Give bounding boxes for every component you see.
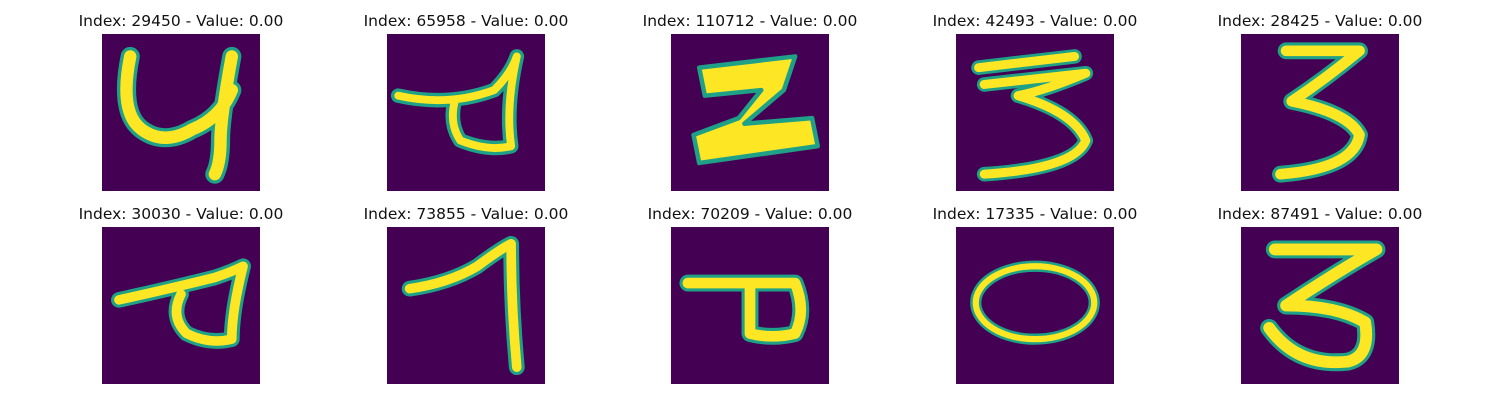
panel-title: Index: 17335 - Value: 0.00 [932,205,1138,223]
handwritten-digit-0-icon [956,227,1114,384]
digit-panel-10: Index: 87491 - Value: 0.00 [1175,205,1465,385]
panel-title: Index: 42493 - Value: 0.00 [932,12,1138,30]
handwritten-digit-2-icon [671,34,829,191]
handwritten-digit-4-icon [671,227,829,384]
digit-panel-3: Index: 110712 - Value: 0.00 [605,12,895,192]
panel-title: Index: 70209 - Value: 0.00 [647,205,853,223]
digit-panel-2: Index: 65958 - Value: 0.00 [321,12,611,192]
digit-panel-8: Index: 70209 - Value: 0.00 [605,205,895,385]
digit-panel-9: Index: 17335 - Value: 0.00 [890,205,1180,385]
handwritten-digit-1-icon [387,227,545,384]
digit-panel-1: Index: 29450 - Value: 0.00 [36,12,326,192]
panel-title: Index: 65958 - Value: 0.00 [363,12,569,30]
handwritten-digit-4-icon [102,227,260,384]
handwritten-digit-3-icon [1241,227,1399,384]
panel-title: Index: 30030 - Value: 0.00 [78,205,284,223]
handwritten-digit-4-icon [387,34,545,191]
handwritten-digit-4-icon [102,34,260,191]
handwritten-digit-3-icon [1241,34,1399,191]
panel-title: Index: 73855 - Value: 0.00 [363,205,569,223]
panel-title: Index: 28425 - Value: 0.00 [1217,12,1423,30]
digit-panel-5: Index: 28425 - Value: 0.00 [1175,12,1465,192]
panel-title: Index: 29450 - Value: 0.00 [78,12,284,30]
digit-panel-6: Index: 30030 - Value: 0.00 [36,205,326,385]
digit-panel-4: Index: 42493 - Value: 0.00 [890,12,1180,192]
handwritten-digit-3-icon [956,34,1114,191]
digit-panel-7: Index: 73855 - Value: 0.00 [321,205,611,385]
panel-title: Index: 110712 - Value: 0.00 [642,12,858,30]
panel-title: Index: 87491 - Value: 0.00 [1217,205,1423,223]
